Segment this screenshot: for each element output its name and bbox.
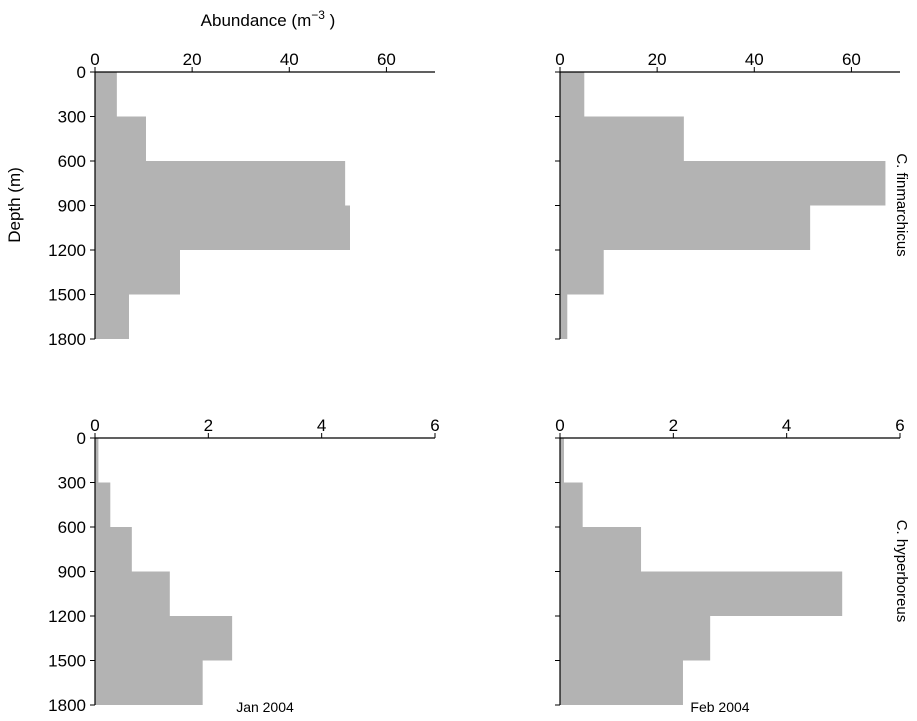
bar-feb-hyperboreus-1 — [560, 482, 583, 527]
x-axis-title: Abundance (m−3 ) — [201, 8, 336, 30]
bar-jan-hyperboreus-0 — [95, 438, 99, 483]
y-tick-label: 600 — [58, 152, 86, 171]
bar-feb-finmarchicus-4 — [560, 250, 604, 295]
panel-jan-hyperboreus: 0 2 4 6 0 300 600 900 1200 1500 1800 Jan 2004 — [48, 416, 440, 715]
x-tick-label: 0 — [90, 416, 99, 435]
y-tick-label: 1500 — [48, 286, 86, 305]
x-tick-label: 0 — [555, 50, 564, 69]
x-tick-label: 20 — [183, 50, 202, 69]
bar-feb-finmarchicus-5 — [560, 294, 568, 339]
x-tick-label: 4 — [317, 416, 326, 435]
y-tick-label: 300 — [58, 108, 86, 127]
x-tick-label: 40 — [280, 50, 299, 69]
y-tick-label: 1500 — [48, 652, 86, 671]
bar-feb-hyperboreus-4 — [560, 616, 711, 661]
x-tick-label: 20 — [648, 50, 667, 69]
y-tick-label: 900 — [58, 563, 86, 582]
bar-feb-hyperboreus-2 — [560, 527, 642, 572]
x-tick-label: 0 — [555, 416, 564, 435]
y-tick-label: 300 — [58, 474, 86, 493]
month-label: Jan 2004 — [236, 699, 294, 715]
x-tick-label: 6 — [895, 416, 904, 435]
y-tick-label: 1200 — [48, 607, 86, 626]
bar-jan-hyperboreus-3 — [95, 571, 170, 616]
x-tick-label: 6 — [430, 416, 439, 435]
bar-jan-finmarchicus-1 — [95, 116, 146, 161]
x-tick-label: 4 — [782, 416, 791, 435]
y-tick-label: 0 — [77, 429, 86, 448]
bar-jan-hyperboreus-2 — [95, 527, 132, 572]
y-tick-label: 900 — [58, 197, 86, 216]
bar-feb-finmarchicus-2 — [560, 161, 886, 206]
x-tick-label: 0 — [90, 50, 99, 69]
bar-feb-finmarchicus-3 — [560, 205, 811, 250]
y-tick-label: 1800 — [48, 330, 86, 349]
bar-jan-finmarchicus-3 — [95, 205, 350, 250]
species-label: C. hyperboreus — [893, 520, 910, 623]
panel-feb-finmarchicus: 0 20 40 60 C. finmarchicus — [555, 50, 910, 340]
bar-feb-finmarchicus-0 — [560, 72, 585, 117]
bar-jan-hyperboreus-5 — [95, 660, 203, 705]
bar-jan-finmarchicus-5 — [95, 294, 129, 339]
y-tick-label: 600 — [58, 518, 86, 537]
bar-jan-finmarchicus-2 — [95, 161, 346, 206]
y-tick-label: 1200 — [48, 241, 86, 260]
bar-jan-finmarchicus-0 — [95, 72, 117, 117]
x-tick-label: 2 — [669, 416, 678, 435]
y-axis-title: Depth (m) — [5, 167, 24, 243]
bar-jan-hyperboreus-1 — [95, 482, 111, 527]
bar-feb-hyperboreus-3 — [560, 571, 843, 616]
panel-feb-hyperboreus: 0 2 4 6 C. hyperboreus Feb 2004 — [555, 416, 910, 715]
bar-feb-hyperboreus-0 — [560, 438, 564, 483]
bar-feb-hyperboreus-5 — [560, 660, 683, 705]
bar-jan-hyperboreus-4 — [95, 616, 233, 661]
bar-jan-finmarchicus-4 — [95, 250, 180, 295]
x-tick-label: 2 — [204, 416, 213, 435]
y-tick-label: 1800 — [48, 696, 86, 715]
month-label: Feb 2004 — [690, 699, 749, 715]
x-tick-label: 60 — [377, 50, 396, 69]
species-label: C. finmarchicus — [893, 153, 910, 256]
bar-feb-finmarchicus-1 — [560, 116, 684, 161]
x-tick-label: 40 — [745, 50, 764, 69]
x-tick-label: 60 — [842, 50, 861, 69]
y-tick-label: 0 — [77, 63, 86, 82]
